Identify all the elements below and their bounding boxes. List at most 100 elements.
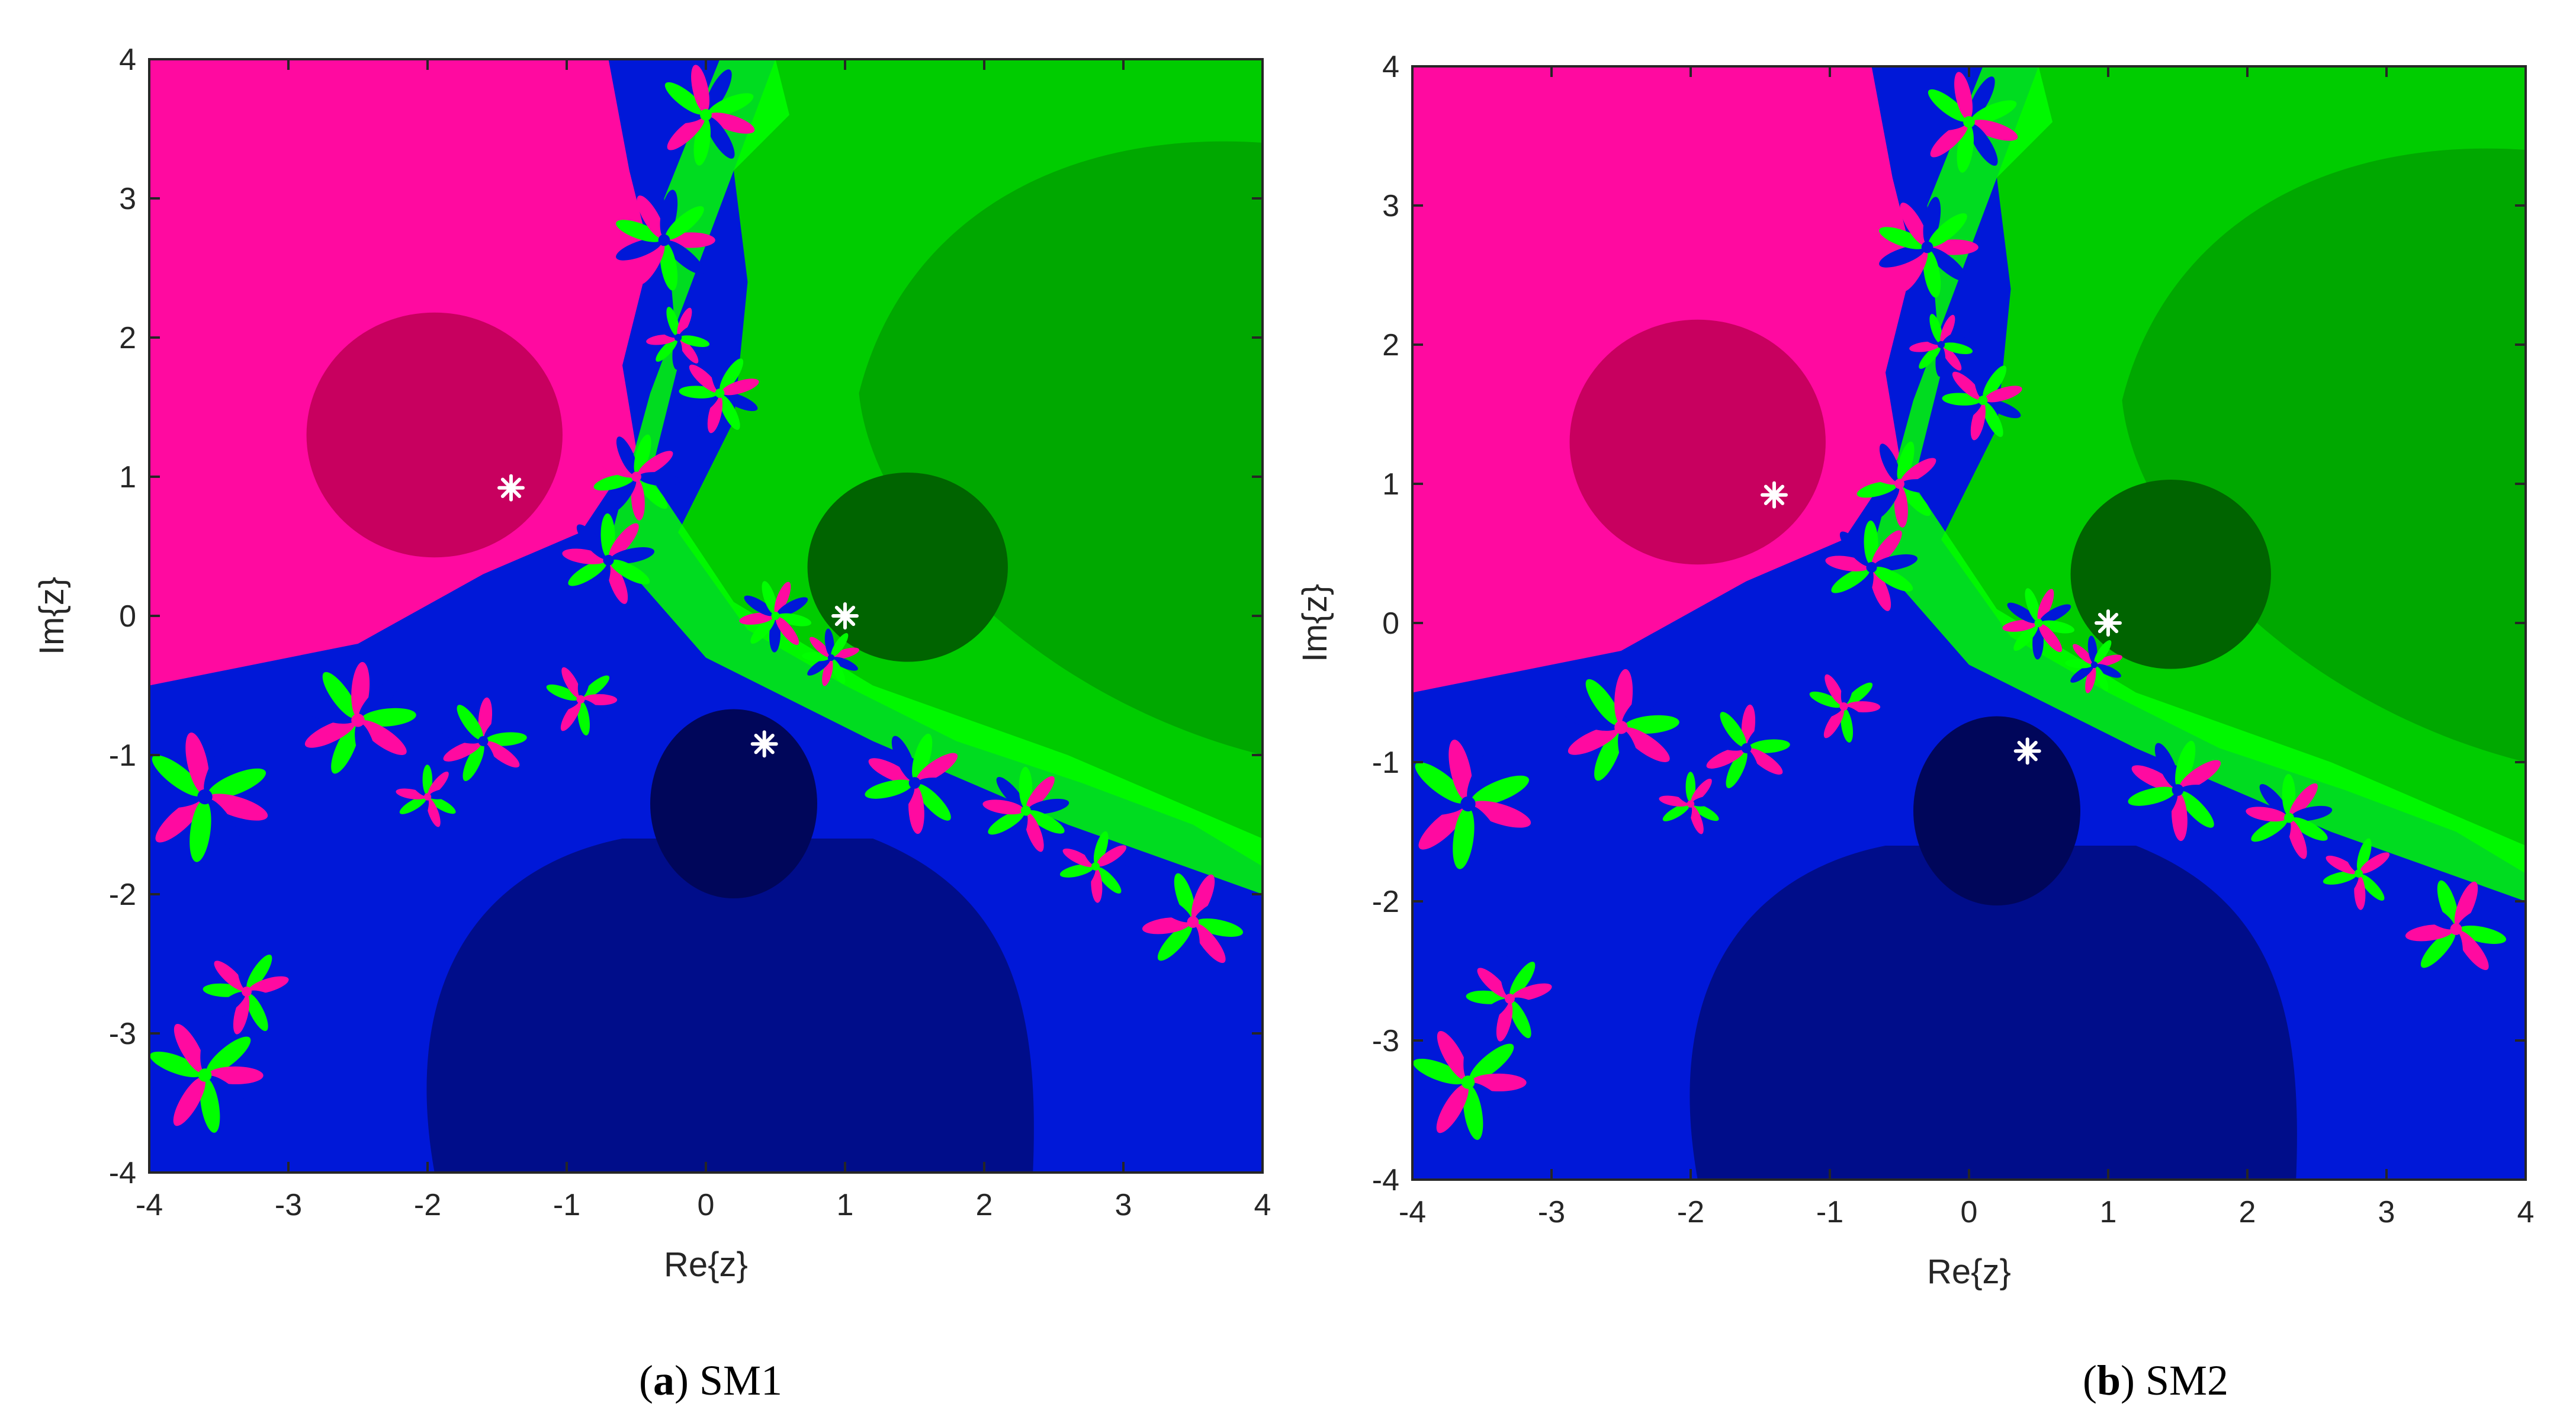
fractal-flower (739, 581, 811, 653)
y-tick-label: -3 (1372, 1024, 1399, 1058)
y-tick-label: 1 (1382, 467, 1399, 502)
fractal-flower (1412, 739, 1531, 869)
x-tick-label: -3 (1538, 1195, 1565, 1229)
x-tick-label: -4 (1399, 1195, 1426, 1229)
x-tick-label: 1 (2100, 1195, 2117, 1229)
x-tick-label: 4 (1254, 1188, 1271, 1222)
fractal-flower (1704, 704, 1790, 791)
root-marker (831, 602, 859, 630)
x-tick-label: 2 (2239, 1195, 2256, 1229)
y-tick-label: 0 (119, 599, 136, 634)
fractal-flower (865, 733, 966, 834)
fractal-flower (593, 434, 680, 521)
fractal-flower (301, 661, 416, 777)
caption-a-text: SM1 (699, 1357, 783, 1404)
x-tick-label: 0 (698, 1188, 715, 1222)
root-marker (497, 474, 525, 502)
panel-b-chart: -4 -3 -2 -1 0 1 2 3 4 -4 -3 -2 -1 0 1 2 3 4 Re{z} Im{z} (1296, 50, 2535, 1291)
y-tick-label: 1 (119, 460, 136, 494)
fractal-flower (2323, 838, 2395, 910)
fractal-flower (2128, 740, 2229, 842)
x-axis-label: Re{z} (1927, 1252, 2011, 1291)
basin-blue-mid (1690, 846, 2297, 1180)
panel-a-chart: -4 -3 -2 -1 0 1 2 3 4 -4 -3 -2 -1 0 1 2 3 4 Re{z} Im{z} (33, 43, 1271, 1284)
x-axis-label: Re{z} (664, 1245, 748, 1284)
basin-blue-core (650, 709, 817, 899)
basin-blue-mid (426, 839, 1034, 1173)
y-tick-label: -4 (1372, 1163, 1399, 1197)
caption-b-letter: b (2096, 1357, 2121, 1404)
x-tick-label: 0 (1961, 1195, 1978, 1229)
x-tick-label: -2 (414, 1188, 441, 1222)
fractal-flower (396, 765, 460, 827)
fractal-flower (1564, 669, 1679, 784)
basin-image (1412, 66, 2526, 1180)
fractal-flower (1917, 72, 2018, 173)
fractal-flower (1412, 1024, 1527, 1140)
y-tick-label: -3 (109, 1017, 136, 1051)
fractal-flower (802, 628, 859, 686)
fractal-flower (203, 948, 289, 1035)
fractal-flower (616, 190, 715, 291)
fractal-flower (1142, 873, 1244, 974)
basin-green-core (807, 472, 1008, 662)
basin-green-mid (859, 141, 1263, 756)
y-axis-label: Im{z} (33, 577, 71, 655)
fractal-flower (654, 65, 755, 166)
y-axis-label: Im{z} (1296, 584, 1334, 662)
fractal-flower (441, 697, 527, 784)
basin-green-core (2070, 479, 2271, 669)
fractal-flower (1942, 359, 2022, 441)
x-tick-label: -2 (1677, 1195, 1704, 1229)
y-tick-label: 4 (119, 43, 136, 77)
y-tick-label: -4 (109, 1156, 136, 1190)
x-tick-label: 1 (837, 1188, 854, 1222)
y-tick-label: 4 (1382, 50, 1399, 84)
fractal-flower (1059, 831, 1132, 903)
x-tick-label: 3 (1115, 1188, 1132, 1222)
fractal-flower (2405, 880, 2507, 981)
fractal-flower (982, 766, 1069, 853)
y-tick-label: 2 (119, 321, 136, 355)
root-marker (750, 730, 778, 758)
fractal-flower (1879, 197, 1978, 298)
y-tick-label: -1 (1372, 746, 1399, 780)
x-tick-label: 3 (2378, 1195, 2395, 1229)
y-tick-label: 3 (119, 182, 136, 216)
fractal-flower (1659, 772, 1723, 834)
x-tick-label: 2 (976, 1188, 993, 1222)
fractal-flower (546, 663, 618, 736)
y-tick-label: 3 (1382, 189, 1399, 223)
x-tick-label: -1 (1816, 1195, 1843, 1229)
fractal-flower (2002, 588, 2074, 660)
fractal-flower (149, 732, 268, 862)
fractal-flower (149, 1017, 264, 1133)
fractal-flower (646, 307, 710, 370)
y-tick-label: 2 (1382, 328, 1399, 362)
caption-a: (a) SM1 (638, 1357, 783, 1404)
basin-image (149, 59, 1263, 1173)
x-tick-label: -3 (275, 1188, 302, 1222)
y-tick-label: -2 (109, 878, 136, 912)
caption-a-letter: a (653, 1357, 674, 1404)
x-tick-label: 4 (2517, 1195, 2535, 1229)
x-tick-label: -4 (136, 1188, 163, 1222)
y-tick-label: -2 (1372, 885, 1399, 919)
caption-b: (b) SM2 (2082, 1357, 2229, 1404)
y-tick-label: 0 (1382, 606, 1399, 641)
basin-boundary-band (608, 59, 1263, 894)
fractal-flower (1825, 521, 1918, 612)
fractal-flower (1809, 670, 1881, 743)
basin-blue-core (1913, 716, 2080, 906)
fractal-flower (1909, 314, 1973, 377)
root-marker (2095, 609, 2122, 637)
root-marker (2013, 737, 2041, 765)
fractal-flower (2065, 635, 2122, 693)
y-tick-label: -1 (109, 738, 136, 773)
x-tick-label: -1 (553, 1188, 580, 1222)
fractal-flower (2246, 773, 2333, 860)
basin-magenta-core (1569, 319, 1826, 565)
fractal-flower (1856, 441, 1944, 528)
basin-magenta-core (306, 312, 563, 558)
